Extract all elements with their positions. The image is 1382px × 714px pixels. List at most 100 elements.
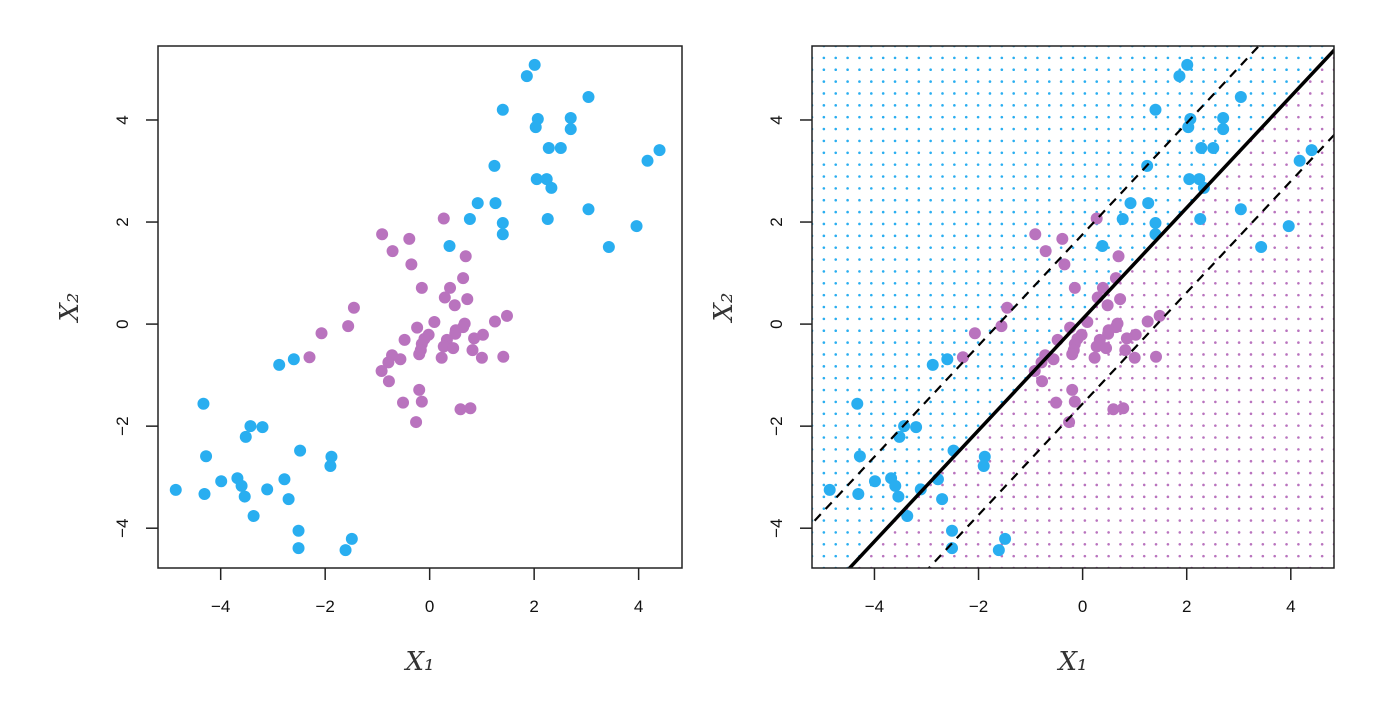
grid-dot [1000, 210, 1004, 214]
grid-dot [1297, 234, 1300, 238]
grid-dot [1154, 127, 1158, 131]
grid-dot [1202, 495, 1205, 499]
grid-dot [1190, 365, 1193, 368]
grid-dot [1273, 68, 1276, 72]
grid-dot [929, 80, 932, 83]
grid-dot [1166, 127, 1170, 131]
grid-dot [1261, 187, 1265, 190]
grid-dot [1214, 483, 1217, 487]
grid-dot [976, 210, 980, 214]
grid-dot [1083, 56, 1087, 60]
grid-dot [1012, 293, 1015, 297]
point-blue [530, 173, 543, 186]
grid-dot [1059, 483, 1063, 487]
grid-dot [1178, 376, 1182, 380]
grid-dot [870, 115, 873, 119]
grid-dot [893, 531, 897, 534]
grid-dot [1237, 471, 1241, 475]
grid-dot [917, 293, 921, 297]
grid-dot [1012, 210, 1015, 214]
grid-dot [893, 412, 897, 416]
grid-dot [1024, 222, 1027, 226]
grid-dot [1320, 80, 1324, 83]
grid-dot [1036, 68, 1039, 72]
grid-dot [858, 519, 861, 522]
grid-dot [834, 187, 838, 190]
grid-dot [1261, 175, 1265, 178]
grid-dot [846, 507, 849, 510]
grid-dot [1107, 222, 1110, 226]
grid-dot [1237, 400, 1241, 404]
grid-dot [1059, 412, 1063, 416]
separating-hyperplane [847, 47, 1334, 568]
grid-dot [1261, 341, 1265, 344]
grid-dot [1166, 56, 1170, 60]
grid-dot [1131, 376, 1134, 380]
grid-dot [1142, 436, 1146, 439]
grid-dot [964, 341, 968, 344]
point-purple [1056, 232, 1069, 245]
grid-dot [1024, 412, 1027, 416]
grid-dot [1083, 495, 1087, 499]
grid-dot [953, 127, 956, 131]
point-blue [1173, 70, 1186, 83]
grid-dot [1012, 448, 1015, 451]
grid-dot [1225, 151, 1229, 155]
grid-dot [1261, 104, 1265, 107]
grid-dot [1024, 151, 1027, 155]
grid-dot [1308, 293, 1312, 297]
grid-dot [1166, 80, 1170, 83]
grid-dot [1297, 483, 1300, 487]
grid-dot [1190, 305, 1193, 309]
grid-dot [893, 104, 897, 107]
grid-dot [905, 270, 909, 273]
grid-dot [1308, 210, 1312, 214]
grid-dot [1249, 531, 1253, 534]
grid-dot [881, 317, 885, 321]
grid-dot [1154, 542, 1158, 546]
grid-dot [1261, 531, 1265, 534]
grid-dot [1059, 459, 1063, 463]
grid-dot [1083, 127, 1087, 131]
grid-dot [1178, 151, 1182, 155]
grid-dot [1202, 210, 1205, 214]
grid-dot [1119, 542, 1122, 546]
grid-dot [1285, 376, 1288, 380]
grid-dot [1036, 80, 1039, 83]
grid-dot [1012, 329, 1015, 333]
grid-dot [1225, 554, 1229, 558]
grid-dot [1237, 104, 1241, 107]
grid-dot [822, 400, 826, 404]
grid-dot [941, 104, 944, 107]
grid-dot [834, 68, 838, 72]
grid-dot [1190, 376, 1193, 380]
grid-dot [1154, 258, 1158, 261]
grid-dot [1249, 424, 1253, 427]
point-purple [1039, 245, 1052, 258]
grid-dot [917, 412, 921, 416]
grid-dot [1214, 341, 1217, 344]
grid-dot [1285, 210, 1288, 214]
grid-dot [1297, 353, 1300, 356]
grid-dot [893, 448, 897, 451]
grid-dot [1154, 448, 1158, 451]
grid-dot [1119, 56, 1122, 60]
grid-dot [976, 531, 980, 534]
grid-dot [1142, 329, 1146, 333]
grid-dot [858, 187, 861, 190]
grid-dot [1012, 376, 1015, 380]
grid-dot [1178, 317, 1182, 321]
grid-dot [1119, 400, 1122, 404]
grid-dot [1308, 258, 1312, 261]
grid-dot [1261, 519, 1265, 522]
grid-dot [881, 424, 885, 427]
grid-dot [1000, 388, 1004, 392]
grid-dot [964, 305, 968, 309]
grid-dot [1190, 507, 1193, 510]
grid-dot [1237, 329, 1241, 333]
grid-dot [1154, 139, 1158, 143]
grid-dot [1059, 68, 1063, 72]
grid-dot [964, 68, 968, 72]
grid-dot [1131, 507, 1134, 510]
grid-dot [929, 554, 932, 558]
